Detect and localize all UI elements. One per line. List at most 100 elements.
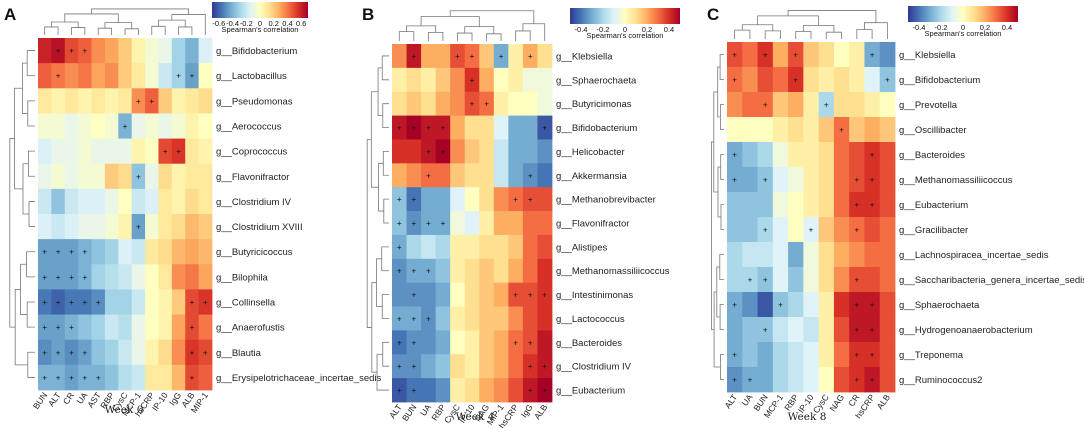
heatmap-cell (78, 289, 92, 315)
heatmap-cell (788, 142, 804, 168)
heatmap-cell (537, 306, 553, 331)
significance-marker: + (397, 314, 402, 323)
column-dendrogram-link (398, 31, 415, 41)
heatmap-cells-b: + + + + + + + + + + + + + + + + + + + + + + + + + + + + + + + + + + + + + + + +… (392, 44, 553, 403)
heatmap-cell (864, 217, 881, 243)
significance-marker: + (854, 201, 859, 210)
heatmap-cell (171, 138, 186, 165)
row-dendrogram-link (26, 251, 35, 278)
heatmap-cell (833, 267, 850, 293)
significance-marker: + (69, 273, 74, 282)
heatmap-cell (788, 67, 804, 93)
heatmap-cell (38, 88, 52, 114)
heatmap-cell (818, 217, 835, 243)
significance-marker: + (203, 298, 208, 307)
heatmap-cell (38, 314, 52, 341)
heatmap-cell (522, 67, 538, 93)
heatmap-cell (91, 314, 106, 341)
significance-marker: + (42, 348, 47, 357)
heatmap-cell (51, 163, 66, 190)
row-dendrogram-link (719, 254, 724, 280)
heatmap-cell (171, 239, 186, 265)
heatmap-cell (198, 339, 213, 366)
significance-marker: + (83, 273, 88, 282)
row-label: g__Lachnospiracea_incertae_sedis (899, 250, 1049, 261)
heatmap-cell (772, 192, 789, 218)
heatmap-cell (727, 192, 743, 218)
heatmap-cell (145, 113, 159, 139)
heatmap-cell (849, 192, 865, 218)
heatmap-cell (508, 234, 524, 260)
significance-marker: + (441, 147, 446, 156)
heatmap-cell (131, 239, 146, 265)
column-dendrogram-link (787, 10, 877, 23)
row-label: g__Clostridium IV (556, 362, 632, 373)
heatmap-cell (742, 42, 758, 68)
significance-marker: + (528, 195, 533, 204)
significance-marker: + (513, 291, 518, 300)
heatmap-cell (185, 138, 200, 165)
color-legend-c: -0.4 -0.2 0 0.2 0.4 Spearman's correlation (908, 6, 1018, 38)
heatmap-cell (479, 187, 495, 212)
significance-marker: + (542, 362, 547, 371)
heatmap-cell (91, 214, 106, 240)
significance-marker: + (397, 243, 402, 252)
heatmap-cell (421, 115, 437, 140)
significance-marker: + (411, 219, 416, 228)
heatmap-cell (742, 342, 758, 368)
heatmap-cell (145, 314, 159, 341)
heatmap-cell (479, 115, 495, 140)
significance-marker: + (69, 348, 74, 357)
heatmap-cell (198, 63, 213, 89)
column-dendrogram-b (398, 10, 546, 41)
significance-marker: + (870, 151, 875, 160)
heatmap-cell (522, 354, 538, 379)
heatmap-cell (158, 264, 173, 290)
heatmap-cell (450, 91, 466, 116)
significance-marker: + (96, 373, 101, 382)
heatmap-cell (392, 378, 407, 403)
heatmap-cell (864, 242, 881, 268)
heatmap-cell (727, 92, 743, 118)
heatmap-cell (64, 88, 79, 114)
heatmap-cell (864, 317, 881, 343)
heatmap-cell (788, 292, 804, 318)
significance-marker: + (83, 248, 88, 257)
heatmap-cell (435, 139, 451, 164)
row-dendrogram-link (382, 103, 389, 128)
significance-marker: + (542, 124, 547, 133)
heatmap-cell (64, 163, 79, 190)
significance-marker: + (69, 47, 74, 56)
heatmap-cell (158, 188, 173, 215)
significance-marker: + (870, 176, 875, 185)
significance-marker: + (778, 301, 783, 310)
significance-marker: + (839, 126, 844, 135)
column-dendrogram-link (856, 29, 873, 39)
legend-tick-label: 0 (258, 19, 262, 28)
significance-marker: + (411, 195, 416, 204)
heatmap-cell (772, 292, 789, 318)
legend-tick-label: -0.4 (575, 25, 588, 34)
heatmap-cell (78, 38, 92, 64)
heatmap-cell (435, 330, 451, 355)
heatmap-cell (104, 264, 119, 290)
heatmap-cell (833, 217, 850, 243)
significance-marker: + (176, 147, 181, 156)
row-dendrogram-link (28, 201, 35, 227)
heatmap-cell (64, 214, 79, 240)
heatmap-cell (392, 115, 407, 140)
heatmap-cell (104, 239, 119, 265)
row-label: g__Klebsiella (556, 51, 613, 62)
heatmap-cell (742, 92, 758, 118)
column-dendrogram-link (97, 27, 113, 35)
heatmap-cell (522, 187, 538, 212)
row-label: g__Bifidobacterium (899, 75, 980, 86)
heatmap-cell (118, 63, 133, 89)
significance-marker: + (426, 219, 431, 228)
heatmap-cell (171, 88, 186, 114)
heatmap-cell (788, 267, 804, 293)
row-dendrogram-link (382, 151, 389, 176)
significance-marker: + (441, 219, 446, 228)
significance-marker: + (470, 76, 475, 85)
heatmap-cell (38, 214, 52, 240)
